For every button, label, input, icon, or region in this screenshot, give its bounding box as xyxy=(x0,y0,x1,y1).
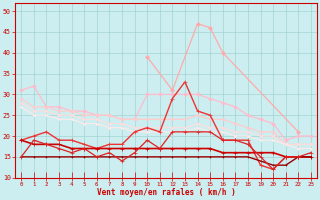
X-axis label: Vent moyen/en rafales ( km/h ): Vent moyen/en rafales ( km/h ) xyxy=(97,188,236,197)
